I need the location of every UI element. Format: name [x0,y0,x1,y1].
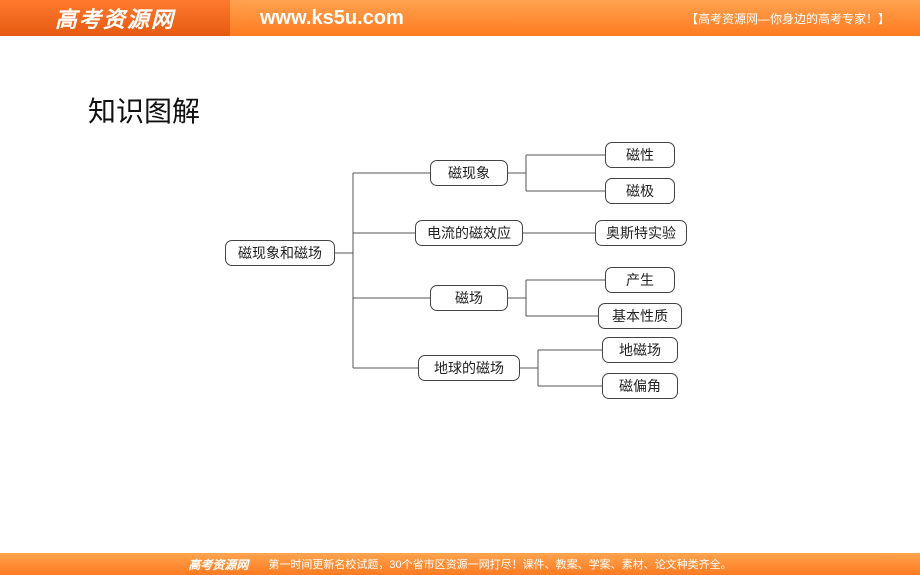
logo-text: 高考资源网 [55,2,175,34]
knowledge-diagram: 磁现象和磁场 磁现象电流的磁效应磁场地球的磁场 磁性磁极奥斯特实验产生基本性质地磁场… [0,130,920,430]
node-m3: 磁场 [430,285,508,311]
header-logo: 高考资源网 [0,0,230,36]
footer-text: 第一时间更新名校试题，30个省市区资源一网打尽！课件、教案、学案、素材、论文种类… [268,556,731,572]
section-title: 知识图解 [88,90,200,130]
header-right: www.ks5u.com 【高考资源网—你身边的高考专家！】 [230,0,920,36]
node-leaf-0: 磁性 [605,142,675,168]
node-leaf-6: 磁偏角 [602,373,678,399]
node-leaf-5: 地磁场 [602,337,678,363]
footer-logo: 高考资源网 [188,556,248,573]
header-tagline: 【高考资源网—你身边的高考专家！】 [686,10,890,27]
node-m2: 电流的磁效应 [415,220,523,246]
header-url: www.ks5u.com [260,7,404,30]
page-header: 高考资源网 www.ks5u.com 【高考资源网—你身边的高考专家！】 [0,0,920,36]
page-footer: 高考资源网 第一时间更新名校试题，30个省市区资源一网打尽！课件、教案、学案、素… [0,553,920,575]
node-leaf-3: 产生 [605,267,675,293]
node-m1: 磁现象 [430,160,508,186]
node-root: 磁现象和磁场 [225,240,335,266]
node-leaf-2: 奥斯特实验 [595,220,687,246]
node-leaf-4: 基本性质 [598,303,682,329]
node-leaf-1: 磁极 [605,178,675,204]
node-m4: 地球的磁场 [418,355,520,381]
